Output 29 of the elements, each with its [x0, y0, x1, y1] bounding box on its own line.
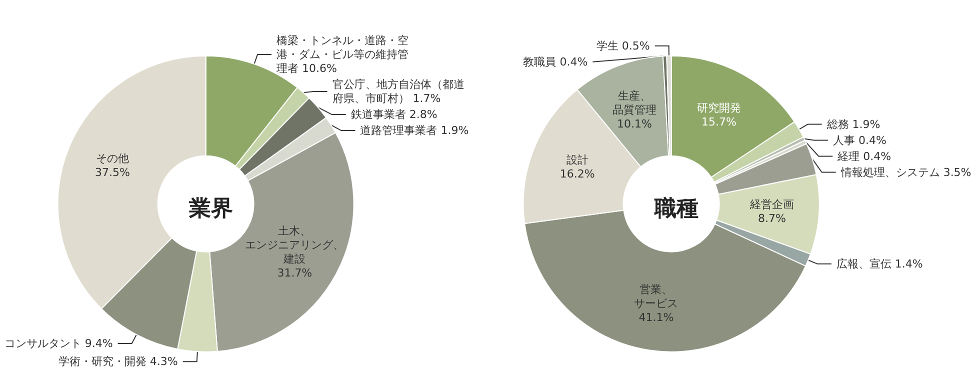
- slice-label: 研究開発: [696, 101, 741, 114]
- slice-label: 橋梁・トンネル・道路・空港・ダム・ビル等の維持管理者 10.6%: [276, 34, 408, 76]
- slice-label: 営業、サービス: [634, 283, 678, 310]
- slice-label: 学生 0.5%: [596, 39, 650, 52]
- slice-label: コンサルタント 9.4%: [4, 336, 113, 350]
- slice-label: 経営企画: [749, 198, 794, 211]
- slice-label: その他: [96, 152, 129, 165]
- slice-label: 道路管理事業者 1.9%: [360, 124, 469, 138]
- slice-label: 情報処理、システム 3.5%: [840, 166, 972, 179]
- slice-label: 設計: [566, 153, 588, 166]
- data-label: 8.7%: [758, 212, 786, 225]
- text: 職種: [653, 196, 698, 222]
- slice-label: 教職員 0.4%: [523, 55, 588, 68]
- slice-label: 人事 0.4%: [832, 134, 886, 147]
- slice-label: 広報、宣伝 1.4%: [836, 257, 923, 270]
- slice-label: 官公庁、地方自治体（都道府県、市町村） 1.7%: [332, 78, 464, 106]
- slice-label: 学術・研究・開発 4.3%: [58, 355, 178, 368]
- data-label: 16.2%: [560, 167, 595, 180]
- slice-label: 経理 0.4%: [836, 150, 892, 163]
- data-label: 37.5%: [94, 166, 130, 179]
- slice-label: 生産、品質管理: [612, 89, 657, 116]
- data-label: 41.1%: [638, 311, 674, 324]
- text: 業界: [188, 196, 233, 222]
- data-label: 10.1%: [617, 117, 652, 130]
- slice-label: 鉄道事業者 2.8%: [350, 108, 438, 122]
- data-label: 31.7%: [277, 266, 312, 280]
- slice-label: 総務 1.9%: [826, 118, 880, 131]
- data-label: 15.7%: [702, 115, 736, 128]
- slice-label: 土木、エンジニアリング、建設: [245, 224, 344, 266]
